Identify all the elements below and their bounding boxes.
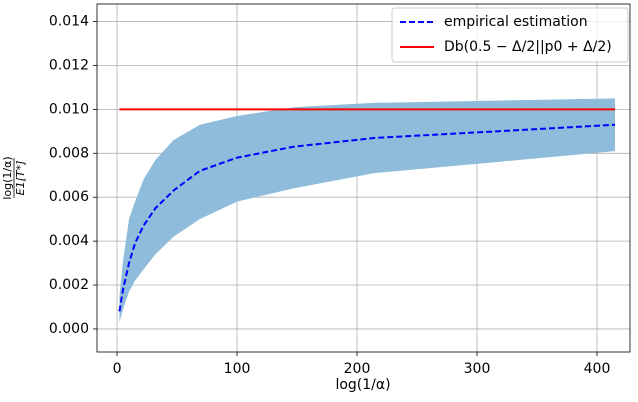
x-tick-label: 100 bbox=[224, 361, 251, 377]
plot-frame bbox=[96, 3, 631, 353]
x-axis-label: log(1/α) bbox=[335, 377, 390, 393]
x-tick-label: 0 bbox=[113, 361, 122, 377]
y-tick-label: 0.002 bbox=[49, 277, 89, 293]
y-tick-label: 0.006 bbox=[49, 189, 89, 205]
y-tick-label: 0.004 bbox=[49, 233, 89, 249]
legend-box bbox=[391, 7, 629, 63]
x-tick-label: 400 bbox=[584, 361, 611, 377]
y-tick-label: 0.000 bbox=[49, 321, 89, 337]
y-tick-label: 0.014 bbox=[49, 14, 89, 30]
legend-label: empirical estimation bbox=[444, 14, 588, 30]
confidence-band bbox=[119, 98, 616, 323]
y-tick-label: 0.008 bbox=[49, 145, 89, 161]
series-line bbox=[118, 123, 616, 312]
y-tick-label: 0.010 bbox=[49, 101, 89, 117]
legend-label: Db(0.5 − Δ/2||p0 + Δ/2) bbox=[444, 39, 612, 55]
y-label-denominator: E1[T*] bbox=[14, 161, 27, 196]
y-label-numerator: log(1/α) bbox=[1, 156, 14, 199]
x-tick-label: 200 bbox=[344, 361, 371, 377]
legend: empirical estimation Db(0.5 − Δ/2||p0 + Δ… bbox=[391, 7, 629, 63]
x-tick-label: 300 bbox=[464, 361, 491, 377]
y-axis-label: log(1/α) E1[T*] bbox=[1, 156, 27, 199]
y-tick-label: 0.012 bbox=[49, 57, 89, 73]
